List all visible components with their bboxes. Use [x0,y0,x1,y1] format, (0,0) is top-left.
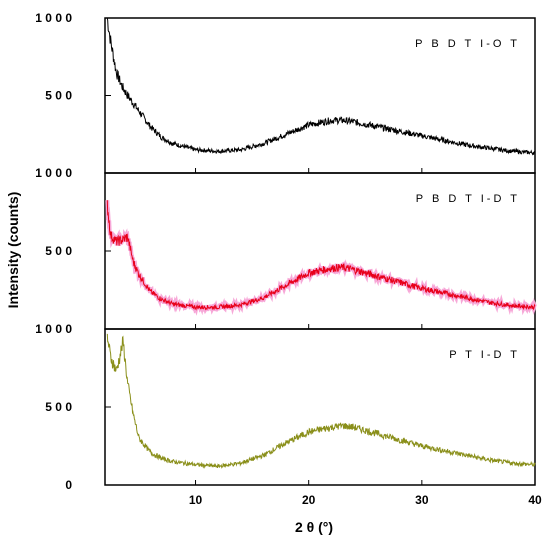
y-tick-label: 1 0 0 0 [35,322,72,336]
panel-label: P B D T I-O T [415,38,520,50]
y-tick-label: 5 0 0 [45,244,72,258]
y-tick-label: 5 0 0 [45,89,72,103]
panel-1: 5 0 0 1 0 0 0 P B D T I-O T [35,11,536,174]
x-tick-label: 20 [302,493,316,507]
y-axis-title: Intensity (counts) [5,192,21,309]
series-glow [105,200,537,316]
y-tick-label: 5 0 0 [45,400,72,414]
panel-label: P T I-D T [449,349,520,361]
panel-2: 5 0 0 1 0 0 0 P B D T I-D T [35,166,537,330]
x-axis: 10 20 30 40 [189,493,542,507]
x-tick-label: 10 [189,493,203,507]
x-tick-label: 40 [528,493,542,507]
x-tick-label: 30 [415,493,429,507]
y-tick-label: 1 0 0 0 [35,166,72,180]
panel-label: P B D T I-D T [416,193,520,205]
series-line [106,333,536,469]
series-line [106,18,536,156]
y-tick-label: 1 0 0 0 [35,11,72,25]
x-axis-title: 2 θ (°) [295,519,333,535]
series-line [106,200,536,311]
chart-panels: 5 0 0 1 0 0 0 P B D T I-O T 5 0 0 1 0 0 0 P B… [35,11,537,492]
y-tick-label: 0 [65,478,72,492]
panel-3: 0 5 0 0 1 0 0 0 P T I-D T [35,322,536,492]
